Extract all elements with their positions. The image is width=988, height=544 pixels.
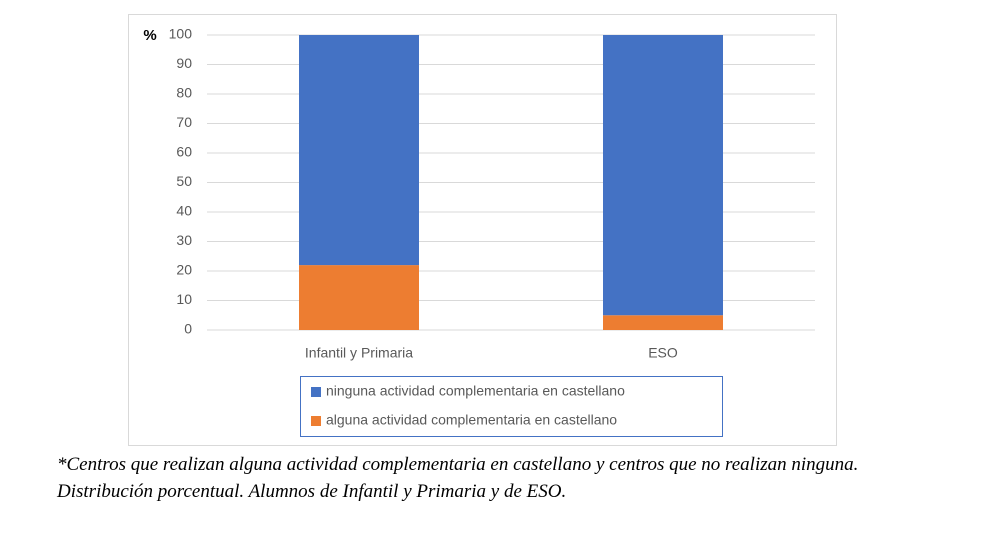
y-tick-label: 10 — [176, 291, 192, 307]
legend-swatch — [311, 387, 321, 397]
y-tick-label: 50 — [176, 173, 192, 189]
y-tick-label: 80 — [176, 85, 192, 101]
legend-box — [300, 376, 723, 437]
legend-label: alguna actividad complementaria en caste… — [326, 412, 617, 428]
x-tick-label: Infantil y Primaria — [305, 345, 413, 361]
bar-segment — [603, 315, 723, 330]
bar-segment — [299, 265, 419, 330]
y-tick-label: 60 — [176, 144, 192, 160]
chart: % 0 10 20 30 40 50 60 70 80 90 100 Infantil y Prima… — [128, 14, 837, 446]
y-tick-label: 100 — [169, 26, 193, 42]
legend-label: ninguna actividad complementaria en cast… — [326, 383, 625, 399]
y-tick-label: 0 — [184, 321, 192, 337]
y-tick-label: 20 — [176, 262, 192, 278]
legend-swatch — [311, 416, 321, 426]
y-tick-label: 90 — [176, 55, 192, 71]
bar-segment — [299, 35, 419, 266]
y-tick-label: 30 — [176, 232, 192, 248]
y-tick-label: 70 — [176, 114, 192, 130]
bar-segment — [603, 35, 723, 316]
caption: *Centros que realizan alguna actividad c… — [57, 454, 859, 502]
y-axis-label: % — [143, 27, 156, 44]
x-tick-label: ESO — [648, 345, 678, 361]
y-tick-label: 40 — [176, 203, 192, 219]
